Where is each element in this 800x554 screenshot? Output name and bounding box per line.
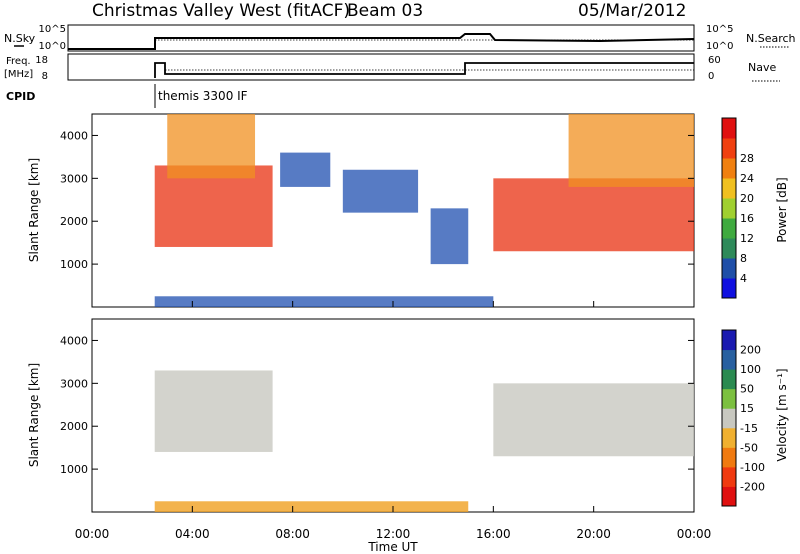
power-colorbar-tick-3: 16: [740, 212, 754, 225]
xtick-label-3: 12:00: [376, 527, 411, 541]
nsky-label: N.Sky: [4, 32, 36, 45]
nave-label: Nave: [748, 61, 776, 74]
power-colorbar: 4 8 12 16 20 24 28: [721, 117, 754, 299]
time-axis-label: Time UT: [367, 540, 418, 554]
power-patch-5: [493, 178, 694, 252]
power-patch-4: [430, 208, 469, 265]
power-colorbar-seg-3: [722, 218, 736, 239]
velocity-patch-1: [493, 383, 694, 457]
power-ytick-label-3: 4000: [60, 129, 88, 142]
power-patch-2: [280, 152, 331, 187]
power-colorbar-title: Power [dB]: [775, 177, 789, 242]
power-ytick-label-0: 1000: [60, 258, 88, 271]
power-colorbar-seg-5: [722, 178, 736, 199]
velocity-yaxis-ticks: 1000 2000 3000 4000: [60, 334, 694, 476]
cpid-label: CPID: [6, 90, 35, 103]
velocity-patch-0: [154, 370, 273, 452]
velocity-colorbar-seg-2: [722, 447, 736, 468]
power-colorbar-tick-1: 8: [740, 252, 747, 265]
power-patch-7: [154, 296, 494, 307]
power-patch-6: [568, 114, 694, 187]
xtick-label-6: 00:00: [677, 527, 712, 541]
xtick-label-4: 16:00: [476, 527, 511, 541]
freq-trace: [154, 62, 694, 78]
freq-bottom-tick: 8: [42, 71, 48, 82]
xtick-label-1: 04:00: [175, 527, 210, 541]
power-colorbar-tick-2: 12: [740, 232, 754, 245]
date-label: 05/Mar/2012: [578, 1, 686, 21]
freq-top-tick: 18: [35, 55, 48, 66]
power-yaxis-ticks: 1000 2000 3000 4000: [60, 129, 694, 271]
power-colorbar-seg-8: [722, 118, 736, 139]
velocity-colorbar: 200 100 50 15 -15 -50 -100 -200: [721, 329, 765, 507]
power-colorbar-tick-0: 4: [740, 272, 747, 285]
nave-bottom-tick: 0: [708, 71, 714, 82]
xtick-label-2: 08:00: [275, 527, 310, 541]
velocity-colorbar-seg-1: [722, 466, 736, 487]
velocity-colorbar-seg-5: [722, 388, 736, 409]
velocity-colorbar-tick-2: 50: [740, 383, 754, 396]
velocity-colorbar-tick-3: 15: [740, 402, 754, 415]
power-colorbar-seg-4: [722, 198, 736, 219]
velocity-colorbar-frame: [721, 329, 737, 507]
nsky-strip-frame: [67, 24, 695, 52]
freq-strip-frame: [67, 53, 695, 81]
velocity-colorbar-seg-3: [722, 427, 736, 448]
velocity-colorbar-tick-5: -50: [740, 441, 758, 454]
power-colorbar-tick-4: 20: [740, 192, 754, 205]
nsearch-label: N.Search: [746, 32, 796, 45]
velocity-colorbar-tick-7: -200: [740, 480, 765, 493]
beam-label: Beam 03: [347, 1, 423, 21]
power-colorbar-seg-1: [722, 258, 736, 279]
velocity-ytick-label-0: 1000: [60, 463, 88, 476]
power-colorbar-seg-7: [722, 138, 736, 159]
velocity-colorbar-seg-6: [722, 369, 736, 390]
station-title: Christmas Valley West (fitACF): [92, 1, 350, 21]
nsky-top-tick-left: 10^5: [39, 24, 66, 35]
time-axis-ticks: 00:00 04:00 08:00 12:00 16:00 20:00 00:00: [75, 301, 712, 541]
power-heatmap: [154, 114, 694, 307]
velocity-colorbar-seg-7: [722, 349, 736, 370]
nave-top-tick: 60: [708, 55, 721, 66]
power-colorbar-tick-5: 24: [740, 172, 754, 185]
power-patch-0: [154, 165, 273, 247]
velocity-ytick-label-2: 3000: [60, 377, 88, 390]
nsky-trace: [68, 33, 695, 50]
power-colorbar-seg-6: [722, 158, 736, 179]
velocity-colorbar-seg-0: [722, 486, 736, 507]
velocity-colorbar-title: Velocity [m s⁻¹]: [775, 368, 789, 461]
nsky-top-tick-right: 10^5: [706, 24, 733, 35]
velocity-ylabel: Slant Range [km]: [27, 363, 41, 467]
power-colorbar-tick-6: 28: [740, 152, 754, 165]
freq-label: Freq.: [6, 56, 31, 67]
cpid-mode-label: themis 3300 IF: [158, 89, 248, 103]
freq-unit: [MHz]: [4, 69, 33, 80]
power-ylabel: Slant Range [km]: [27, 158, 41, 262]
xtick-label-5: 20:00: [576, 527, 611, 541]
power-ytick-label-2: 3000: [60, 172, 88, 185]
power-colorbar-seg-0: [722, 278, 736, 299]
velocity-colorbar-tick-4: -15: [740, 422, 758, 435]
power-ytick-label-1: 2000: [60, 215, 88, 228]
velocity-colorbar-tick-1: 100: [740, 363, 761, 376]
power-colorbar-seg-2: [722, 238, 736, 259]
power-patch-1: [167, 114, 256, 179]
velocity-heatmap: [154, 370, 694, 512]
velocity-ytick-label-3: 4000: [60, 334, 88, 347]
velocity-colorbar-seg-8: [722, 330, 736, 351]
power-colorbar-frame: [721, 117, 737, 299]
velocity-colorbar-tick-0: 200: [740, 344, 761, 357]
velocity-colorbar-tick-6: -100: [740, 461, 765, 474]
velocity-ytick-label-1: 2000: [60, 420, 88, 433]
velocity-colorbar-seg-4: [722, 408, 736, 429]
nsky-bottom-tick-right: 10^0: [706, 41, 733, 52]
velocity-patch-2: [154, 501, 469, 512]
xtick-label-0: 00:00: [75, 527, 110, 541]
power-patch-3: [342, 169, 419, 213]
nsky-bottom-tick-left: 10^0: [39, 41, 66, 52]
